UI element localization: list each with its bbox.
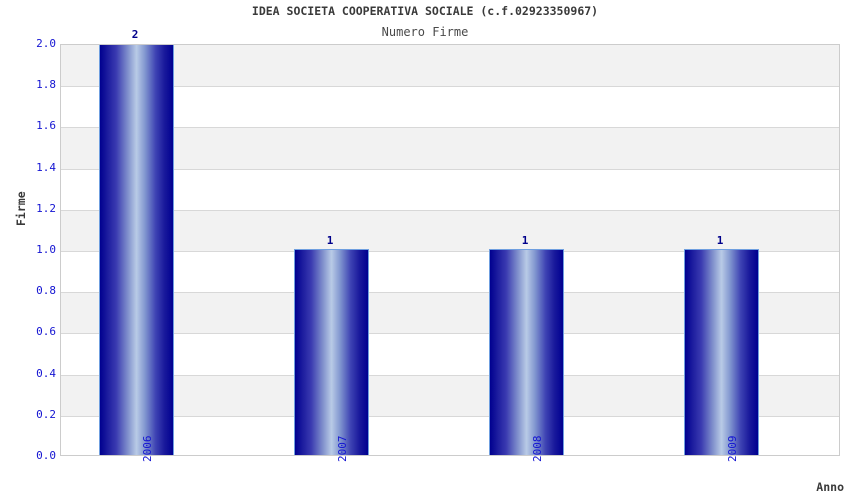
gridline	[61, 169, 839, 170]
y-axis-tick-labels: 0.0 0.2 0.4 0.6 0.8 1.0 1.2 1.4 1.6 1.8 2.0	[0, 37, 56, 462]
gridline	[61, 127, 839, 128]
x-axis-tick-label: 2006	[141, 435, 155, 463]
gridline	[61, 86, 839, 87]
plot-band	[61, 127, 839, 169]
y-axis-tick-label: 1.8	[36, 78, 56, 92]
x-axis-tick-label: 2008	[531, 435, 545, 463]
gridline	[61, 375, 839, 376]
x-axis-title: Anno	[816, 480, 844, 494]
gridline	[61, 251, 839, 252]
y-axis-tick-label: 0.2	[36, 407, 56, 421]
plot-area	[60, 44, 840, 456]
y-axis-tick-label: 1.4	[36, 160, 56, 174]
bar[interactable]	[293, 249, 369, 455]
bar[interactable]	[98, 45, 174, 455]
gridline	[61, 333, 839, 334]
bar-value-label: 1	[716, 234, 724, 247]
y-axis-tick-label: 0.0	[36, 449, 56, 462]
y-axis-tick-label: 0.6	[36, 325, 56, 339]
bar-value-label: 1	[326, 234, 334, 247]
y-axis-tick-label: 0.4	[36, 366, 56, 380]
bar[interactable]	[488, 249, 564, 455]
y-axis-tick-label: 2.0	[36, 37, 56, 50]
chart-title: IDEA SOCIETA COOPERATIVA SOCIALE (c.f.02…	[251, 4, 599, 18]
chart-subtitle: Numero Firme	[381, 25, 469, 39]
plot-band	[61, 45, 839, 87]
gridline	[61, 416, 839, 417]
gridline	[61, 292, 839, 293]
bar-value-label: 2	[131, 28, 139, 41]
x-axis-tick-label: 2007	[336, 435, 350, 463]
y-axis-tick-label: 0.8	[36, 284, 56, 298]
bar-value-label: 1	[521, 234, 529, 247]
bar[interactable]	[683, 249, 759, 455]
y-axis-tick-label: 1.0	[36, 243, 56, 256]
y-axis-tick-label: 1.2	[36, 201, 56, 215]
y-axis-tick-label: 1.6	[36, 119, 56, 133]
gridline	[61, 210, 839, 211]
x-axis-tick-label: 2009	[726, 435, 740, 463]
plot-band	[61, 209, 839, 251]
